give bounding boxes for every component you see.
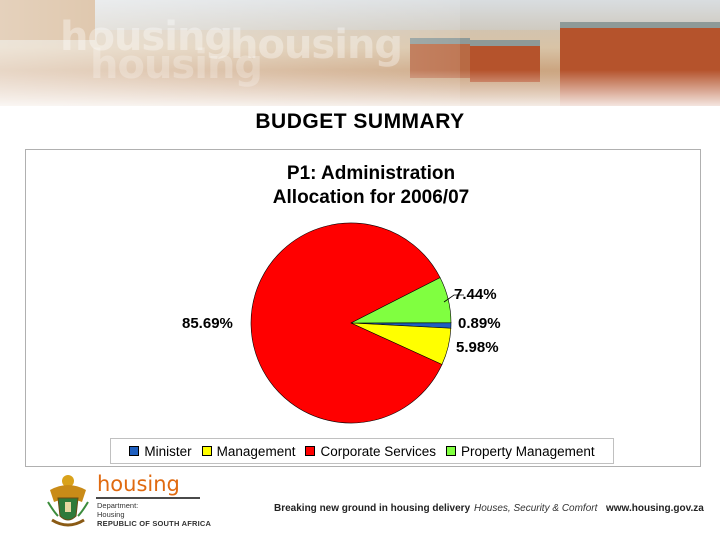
label-management: 5.98%: [456, 339, 499, 356]
chart-legend: Minister Management Corporate Services P…: [110, 438, 614, 464]
chart-title: P1: Administration Allocation for 2006/0…: [206, 162, 536, 210]
footer-tagline-1: Breaking new ground in housing delivery: [274, 503, 471, 514]
label-property-management: 7.44%: [454, 286, 497, 303]
legend-item-property-management: Property Management: [446, 444, 595, 459]
slide-title-text: BUDGET SUMMARY: [255, 110, 465, 133]
dept-line3: REPUBLIC OF SOUTH AFRICA: [97, 519, 212, 528]
legend-label-minister: Minister: [144, 443, 192, 459]
coat-of-arms-icon: [47, 475, 89, 527]
label-corporate-services: 85.69%: [182, 315, 233, 332]
legend-label-management: Management: [216, 443, 296, 459]
legend-label-corporate-services: Corporate Services: [320, 443, 437, 459]
slide-title: BUDGET SUMMARY: [0, 110, 720, 134]
label-minister: 0.89%: [458, 315, 501, 332]
legend-item-management: Management: [201, 443, 296, 459]
slice-corporate-services: [250, 222, 443, 424]
legend-swatch-corporate-services: [305, 446, 316, 456]
legend-swatch-management: [201, 446, 212, 456]
department-block: Department: Housing REPUBLIC OF SOUTH AF…: [97, 501, 211, 528]
chart-frame: P1: Administration Allocation for 2006/0…: [25, 149, 701, 467]
housing-logo-word: housing: [97, 472, 180, 496]
header-banner: housing housing housing: [0, 0, 720, 106]
dept-line2: Housing: [97, 510, 125, 519]
chart-title-line2: Allocation for 2006/07: [272, 187, 470, 208]
leader-line-property-management: [443, 294, 464, 303]
footer-website-link[interactable]: www.housing.gov.za: [606, 503, 704, 514]
dept-line1: Department:: [97, 501, 139, 510]
legend-swatch-property-management: [446, 446, 457, 456]
pie-chart: [250, 222, 464, 424]
chart-title-line1: P1: Administration: [286, 163, 456, 184]
legend-item-minister: Minister: [129, 443, 192, 459]
legend-label-property-management: Property Management: [461, 443, 595, 459]
legend-swatch-minister: [129, 446, 140, 456]
footer-tagline-2: Houses, Security & Comfort: [474, 503, 598, 514]
footer-divider: [96, 497, 200, 499]
legend-item-corporate-services: Corporate Services: [305, 444, 436, 459]
